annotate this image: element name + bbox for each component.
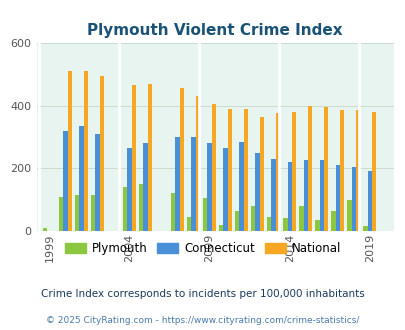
Bar xyxy=(175,137,179,231)
Bar xyxy=(223,148,227,231)
Bar xyxy=(195,96,200,231)
Bar xyxy=(243,109,247,231)
Bar xyxy=(298,206,303,231)
Bar xyxy=(307,106,311,231)
Bar xyxy=(227,109,232,231)
Bar xyxy=(79,126,83,231)
Bar xyxy=(202,198,207,231)
Bar xyxy=(99,76,104,231)
Bar xyxy=(266,217,271,231)
Text: Crime Index corresponds to incidents per 100,000 inhabitants: Crime Index corresponds to incidents per… xyxy=(41,289,364,299)
Bar xyxy=(219,225,223,231)
Bar xyxy=(314,220,319,231)
Bar xyxy=(91,195,95,231)
Bar xyxy=(355,110,359,231)
Bar xyxy=(239,142,243,231)
Bar xyxy=(143,143,147,231)
Bar xyxy=(339,110,343,231)
Bar xyxy=(43,228,47,231)
Bar xyxy=(59,197,63,231)
Bar xyxy=(330,211,335,231)
Bar xyxy=(171,193,175,231)
Bar xyxy=(371,112,375,231)
Bar xyxy=(63,131,67,231)
Bar xyxy=(323,107,327,231)
Text: © 2025 CityRating.com - https://www.cityrating.com/crime-statistics/: © 2025 CityRating.com - https://www.city… xyxy=(46,316,359,325)
Bar xyxy=(283,218,287,231)
Title: Plymouth Violent Crime Index: Plymouth Violent Crime Index xyxy=(87,22,342,38)
Bar xyxy=(255,152,259,231)
Bar xyxy=(67,71,72,231)
Bar xyxy=(83,71,87,231)
Bar xyxy=(234,211,239,231)
Bar xyxy=(271,159,275,231)
Bar xyxy=(303,160,307,231)
Bar xyxy=(191,137,195,231)
Bar xyxy=(335,165,339,231)
Bar xyxy=(207,143,211,231)
Bar xyxy=(211,104,215,231)
Bar xyxy=(147,84,151,231)
Bar xyxy=(275,114,279,231)
Bar xyxy=(187,217,191,231)
Bar xyxy=(367,172,371,231)
Bar xyxy=(139,184,143,231)
Bar xyxy=(319,160,323,231)
Bar xyxy=(75,195,79,231)
Bar xyxy=(287,162,291,231)
Bar xyxy=(362,226,367,231)
Bar xyxy=(179,88,183,231)
Bar xyxy=(351,167,355,231)
Bar xyxy=(131,85,136,231)
Bar xyxy=(251,206,255,231)
Bar xyxy=(346,200,351,231)
Bar xyxy=(291,112,295,231)
Bar xyxy=(95,134,99,231)
Legend: Plymouth, Connecticut, National: Plymouth, Connecticut, National xyxy=(60,237,345,260)
Bar xyxy=(259,116,264,231)
Bar xyxy=(127,148,131,231)
Bar xyxy=(123,187,127,231)
